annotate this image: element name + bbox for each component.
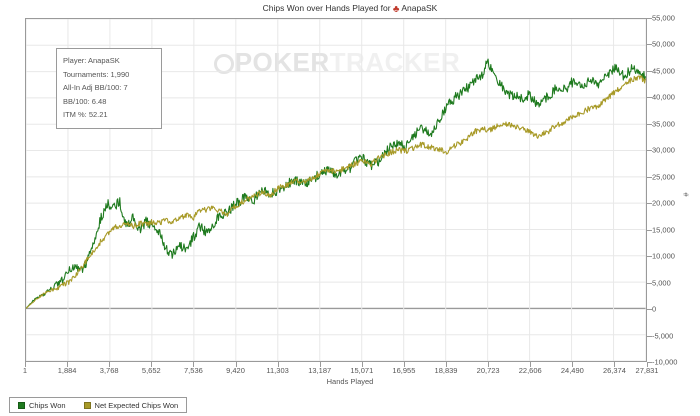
info-itm-percent: ITM %: 52.21 <box>63 110 108 119</box>
y-axis-tickmark <box>647 362 652 363</box>
x-axis-tickmark <box>361 362 363 367</box>
y-axis-tickmark <box>647 229 652 231</box>
x-axis-tick-label: 11,303 <box>266 366 289 375</box>
x-axis-tick-label: 16,955 <box>392 366 416 375</box>
x-axis-tick-label: 1,884 <box>57 366 77 375</box>
chart-legend: Chips Won Net Expected Chips Won <box>9 397 188 413</box>
y-axis-tick-label: 40,000 <box>652 92 675 102</box>
y-axis-tick-label: 10,000 <box>652 251 675 261</box>
y-axis-tick-label: 25,000 <box>652 172 675 182</box>
x-axis-tickmark <box>109 362 111 367</box>
y-axis-tick-label: -10,000 <box>652 357 678 367</box>
x-axis-tick-label: 24,490 <box>560 366 584 375</box>
x-axis-tickmark <box>193 362 195 367</box>
y-axis-tickmark <box>647 123 652 125</box>
series-lines <box>26 58 646 309</box>
legend-item-net-expected-chips-won[interactable]: Net Expected Chips Won <box>83 400 179 410</box>
title-prefix: Chips Won over Hands Played for <box>262 3 393 13</box>
x-axis-tickmark <box>446 362 448 367</box>
info-player: Player: AnapaSK <box>63 56 120 65</box>
x-axis-tickmark <box>67 362 69 367</box>
x-axis-tick-label: 20,723 <box>476 366 500 375</box>
y-axis-tickmark <box>647 335 652 337</box>
legend-label-chips-won: Chips Won <box>29 400 66 410</box>
club-suit-icon: ♣ <box>392 4 400 15</box>
page-title: Chips Won over Hands Played for ♣ AnapaS… <box>0 3 700 15</box>
x-axis-tick-label: 3,768 <box>99 366 119 375</box>
x-axis-tick-label: 5,652 <box>141 366 161 375</box>
y-axis-tickmark <box>647 309 652 311</box>
y-axis-tickmark <box>647 203 652 205</box>
x-axis-tick-label: 13,187 <box>308 366 332 375</box>
y-axis-tick-label: 50,000 <box>652 39 675 49</box>
y-axis-tick-label: 15,000 <box>652 225 675 235</box>
y-axis-tick-label: 45,000 <box>652 66 675 76</box>
y-axis-tick-label: 35,000 <box>652 119 675 129</box>
x-axis-tick-label: 15,071 <box>350 366 374 375</box>
y-axis-tickmark <box>647 282 652 284</box>
y-axis-tick-label: -5,000 <box>652 331 674 341</box>
y-axis-tickmark <box>647 150 652 152</box>
info-bb100: BB/100: 6.48 <box>63 96 107 106</box>
stats-info-box: Player: AnapaSK Tournaments: 1,990 All-I… <box>56 48 162 129</box>
legend-item-chips-won[interactable]: Chips Won <box>18 401 66 410</box>
y-axis-tickmark <box>647 176 652 178</box>
info-allin-adj-bb100: All-In Adj BB/100: 7 <box>63 83 128 92</box>
y-axis-tickmark <box>647 97 652 99</box>
x-axis-tick-label: 9,420 <box>226 366 245 375</box>
x-axis-tickmark <box>277 362 279 367</box>
y-axis-tick-label: 5,000 <box>652 278 671 288</box>
x-axis-tick-label: 26,374 <box>602 366 626 375</box>
y-axis-tickmark <box>647 70 652 72</box>
x-axis-tickmark <box>403 362 405 367</box>
legend-label-net-expected: Net Expected Chips Won <box>94 400 179 410</box>
x-axis-tickmark <box>151 362 153 367</box>
y-axis-tick-label: 30,000 <box>652 145 675 155</box>
x-axis-tickmark <box>614 362 616 367</box>
y-axis-tick-label: 0 <box>652 304 657 314</box>
y-axis-title: # <box>681 192 691 197</box>
legend-swatch-chips-won <box>18 401 25 409</box>
x-axis-tickmark <box>530 362 532 367</box>
x-axis-tickmark <box>488 362 490 367</box>
x-axis-tick-label: 7,536 <box>184 366 203 375</box>
x-axis-tickmark <box>647 362 648 367</box>
x-axis-tickmark <box>319 362 321 367</box>
y-axis-tickmark <box>647 44 652 46</box>
x-axis-tickmark <box>572 362 574 367</box>
x-axis-tick-label: 18,839 <box>434 366 458 375</box>
x-axis-tickmark <box>235 362 237 367</box>
x-axis-title: Hands Played <box>326 377 374 386</box>
x-axis-tick-label: 22,606 <box>518 366 542 375</box>
legend-swatch-net-expected <box>83 401 91 409</box>
y-axis-tickmark <box>647 18 652 19</box>
y-axis-tick-label: 20,000 <box>652 198 675 208</box>
info-tournaments: Tournaments: 1,990 <box>63 69 130 79</box>
y-axis-tick-label: 55,000 <box>652 13 675 23</box>
y-axis-tickmark <box>647 256 652 258</box>
x-axis-tickmark <box>25 362 26 367</box>
x-axis-tick-label: 27,831 <box>635 366 659 375</box>
x-axis-tick-label: 1 <box>22 366 28 375</box>
title-player: AnapaSK <box>401 3 438 13</box>
